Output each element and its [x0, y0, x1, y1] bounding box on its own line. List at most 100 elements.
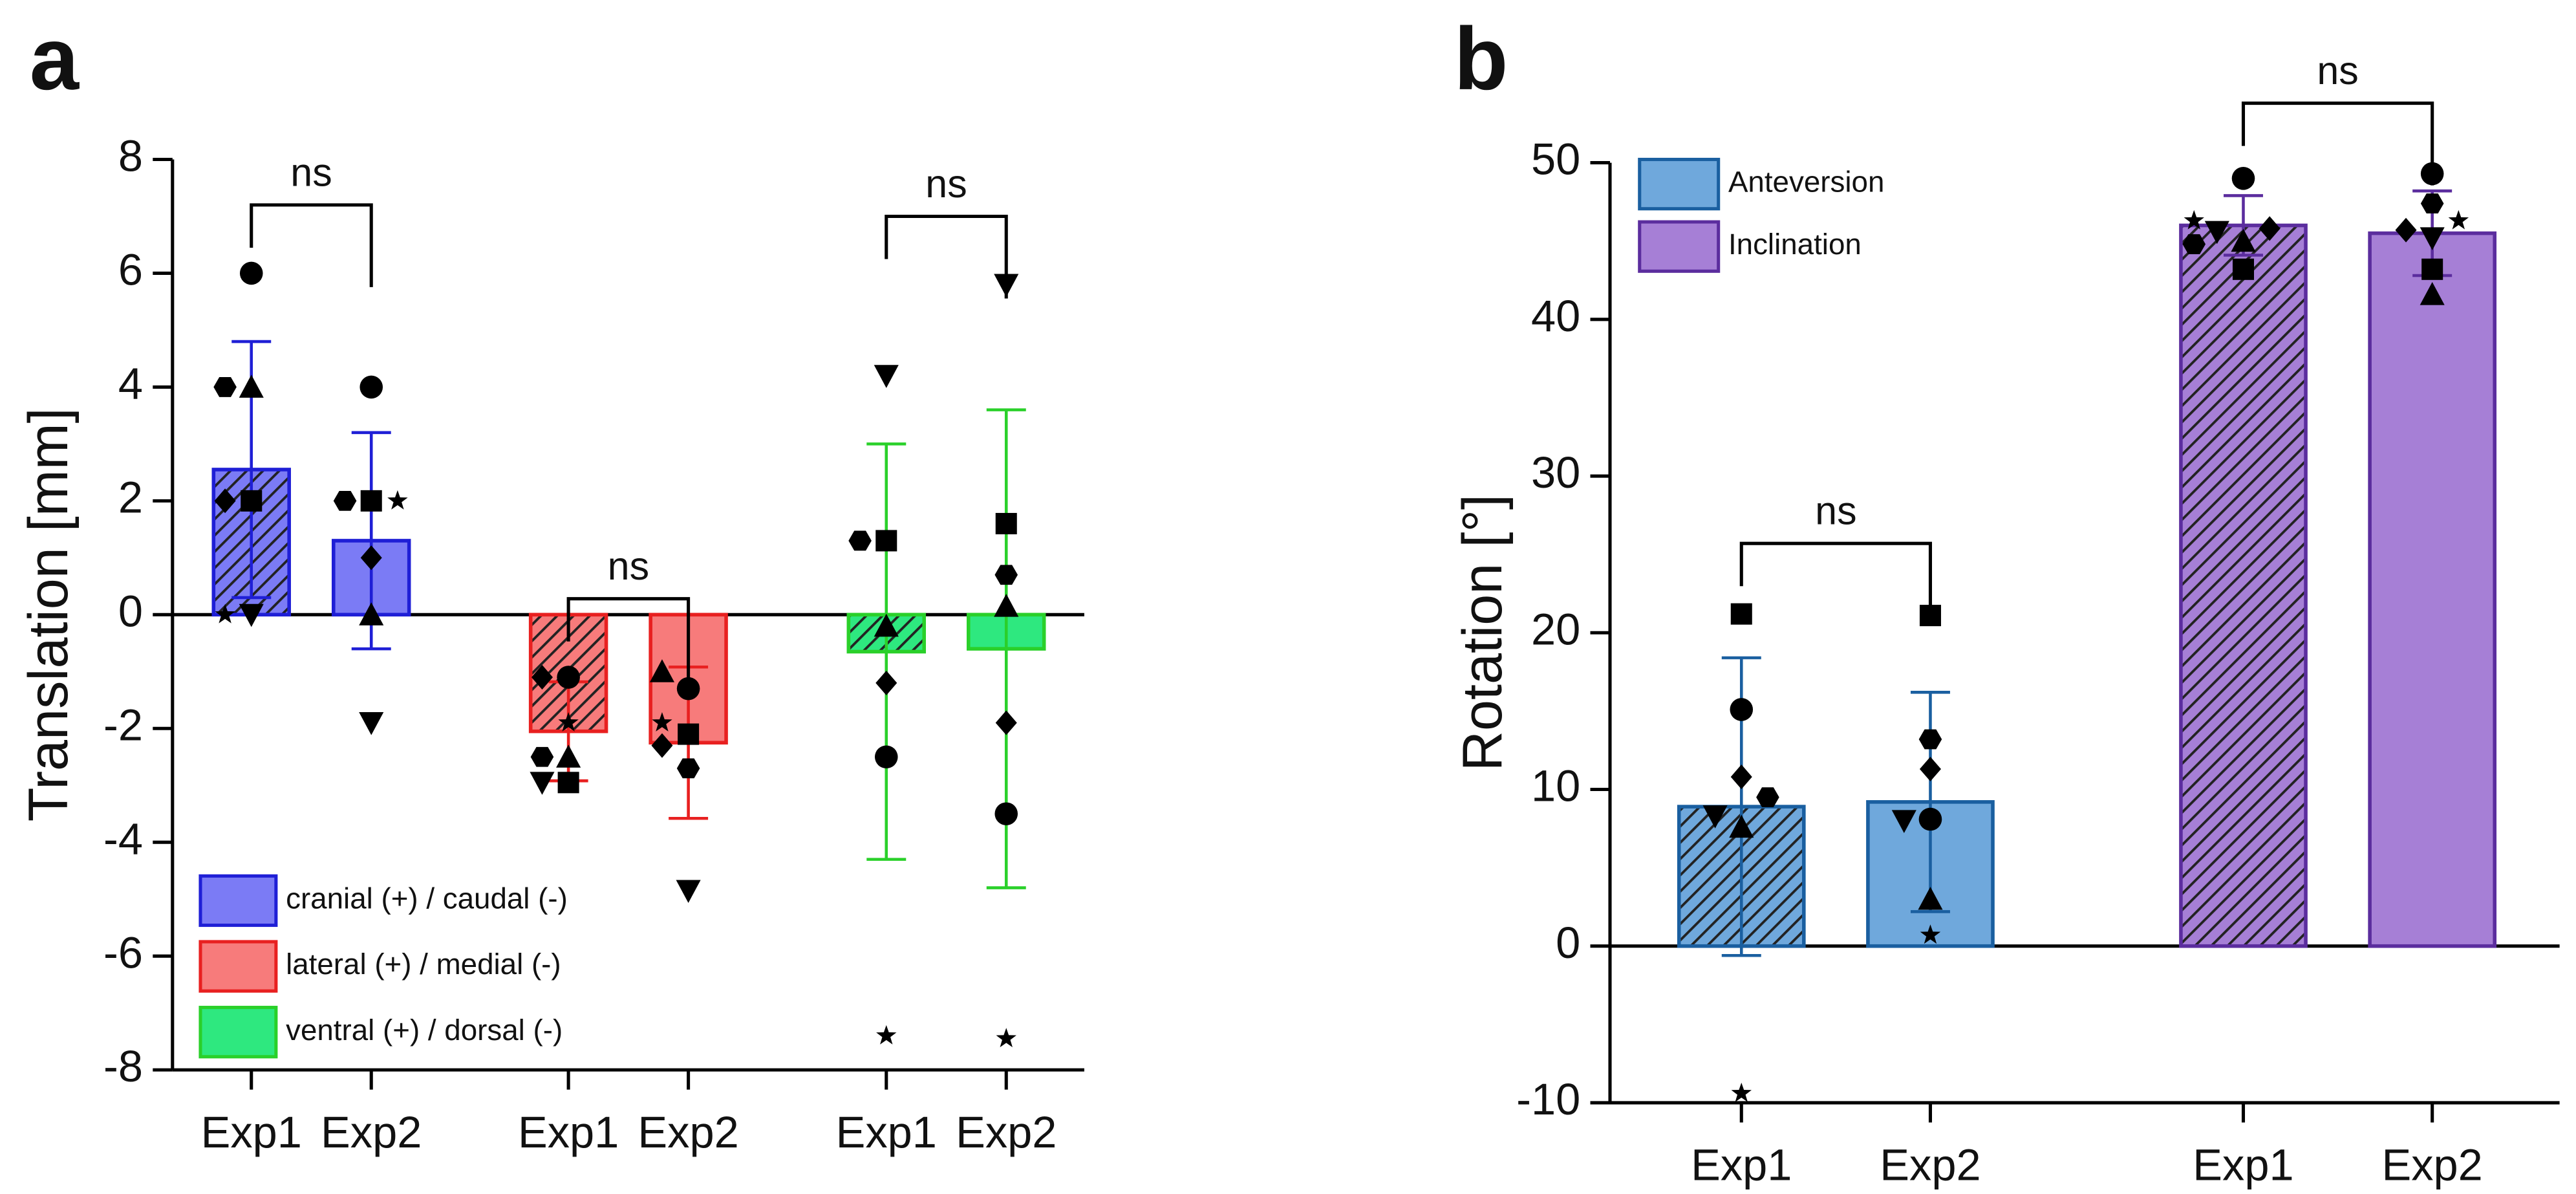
y-tick-label: -4 [103, 814, 143, 863]
significance-label: ns [290, 150, 332, 194]
data-point [2231, 167, 2255, 190]
data-point [530, 746, 554, 767]
data-point [558, 711, 579, 732]
data-point [676, 758, 700, 779]
data-point [1730, 698, 1754, 721]
x-tick-label: Exp1 [1691, 1140, 1792, 1190]
data-point [241, 490, 263, 512]
y-tick-label: 30 [1531, 448, 1580, 497]
data-point [557, 772, 579, 794]
data-point [2448, 210, 2469, 230]
x-tick-label: Exp2 [956, 1107, 1057, 1157]
data-point [215, 603, 235, 624]
bar [2368, 231, 2497, 948]
data-point [1918, 886, 1943, 910]
y-tick-label: 4 [118, 359, 143, 409]
data-point [557, 666, 580, 689]
y-tick-label: 40 [1531, 291, 1580, 341]
data-point [214, 488, 236, 514]
y-tick-label: 50 [1531, 135, 1580, 184]
data-point [2204, 221, 2229, 244]
data-point [359, 602, 384, 625]
x-tick-label: Exp2 [1880, 1140, 1980, 1190]
significance-bracket [1739, 541, 1932, 626]
error-bar [1910, 691, 1950, 913]
data-point [678, 723, 700, 745]
error-bar [866, 442, 907, 861]
panel-label: b [1454, 10, 1508, 109]
data-point [2182, 234, 2206, 254]
data-point [2420, 282, 2445, 305]
data-point [2231, 228, 2256, 252]
data-point [2184, 210, 2204, 230]
data-point [239, 261, 263, 285]
y-axis-title: Rotation [°] [1452, 494, 1514, 771]
data-point [1891, 810, 1916, 833]
significance-label: ns [608, 544, 649, 588]
data-point [676, 677, 700, 700]
legend-swatch [199, 874, 278, 928]
legend-swatch [199, 1006, 278, 1059]
data-point [676, 880, 701, 904]
data-point [1756, 787, 1779, 808]
data-point [531, 665, 553, 690]
significance-label: ns [1815, 489, 1856, 533]
data-point [875, 670, 897, 695]
y-tick-label: -8 [103, 1041, 143, 1091]
data-point [1730, 765, 1752, 790]
legend-swatch [1638, 157, 1721, 211]
data-point [1918, 729, 1942, 750]
legend-label: cranial (+) / caudal (-) [286, 882, 568, 915]
data-point [239, 374, 264, 398]
data-point [1919, 756, 1941, 782]
data-point [994, 594, 1019, 617]
data-point [994, 802, 1018, 826]
legend-label: Anteversion [1728, 166, 1884, 199]
y-tick-label: 10 [1531, 761, 1580, 811]
data-point [1918, 807, 1942, 831]
data-point [1730, 603, 1752, 625]
data-point [213, 377, 237, 397]
data-point [1702, 805, 1728, 829]
data-point [996, 1028, 1016, 1048]
legend-label: lateral (+) / medial (-) [286, 948, 561, 981]
x-tick-label: Exp1 [836, 1107, 937, 1157]
data-point [649, 659, 675, 682]
y-tick-label: 6 [118, 245, 143, 295]
panel-label: a [30, 10, 80, 109]
x-tick-label: Exp2 [321, 1107, 422, 1157]
y-tick-label: 20 [1531, 604, 1580, 654]
panel: b Rotation [°] -10 0 10 20 30 40 50 Exp1 Exp2 ns Ant… [1452, 10, 2560, 1190]
data-point [994, 565, 1018, 585]
y-tick-label: -6 [103, 928, 143, 977]
data-point [2420, 193, 2444, 213]
x-tick-label: Exp1 [518, 1107, 619, 1157]
legend-swatch [1638, 220, 1721, 273]
x-tick-label: Exp2 [2381, 1140, 2482, 1190]
data-point [387, 490, 408, 510]
data-point [360, 375, 383, 399]
significance-bracket [250, 203, 373, 287]
data-point [652, 711, 672, 732]
bar [2179, 223, 2308, 948]
significance-bracket [885, 214, 1008, 299]
data-point [239, 603, 264, 627]
data-point [2395, 217, 2417, 243]
y-tick-label: 0 [118, 586, 143, 636]
data-point [1920, 924, 1941, 944]
data-point [995, 513, 1017, 535]
data-point [875, 530, 897, 552]
data-point [874, 613, 899, 637]
y-tick-label: 2 [118, 472, 143, 522]
y-tick-label: 0 [1556, 918, 1580, 968]
legend-label: ventral (+) / dorsal (-) [286, 1014, 563, 1047]
legend-swatch [199, 940, 278, 993]
data-point [876, 1025, 897, 1045]
x-tick-label: Exp1 [2193, 1140, 2293, 1190]
panel: a Translation [mm] -8 -6 -4 -2 0 2 4 6 8 Exp1 Exp2 ns… [17, 10, 1084, 1157]
significance-bracket [2241, 102, 2434, 186]
data-point [359, 711, 384, 735]
y-tick-label: -2 [103, 700, 143, 750]
data-point [2232, 258, 2254, 280]
